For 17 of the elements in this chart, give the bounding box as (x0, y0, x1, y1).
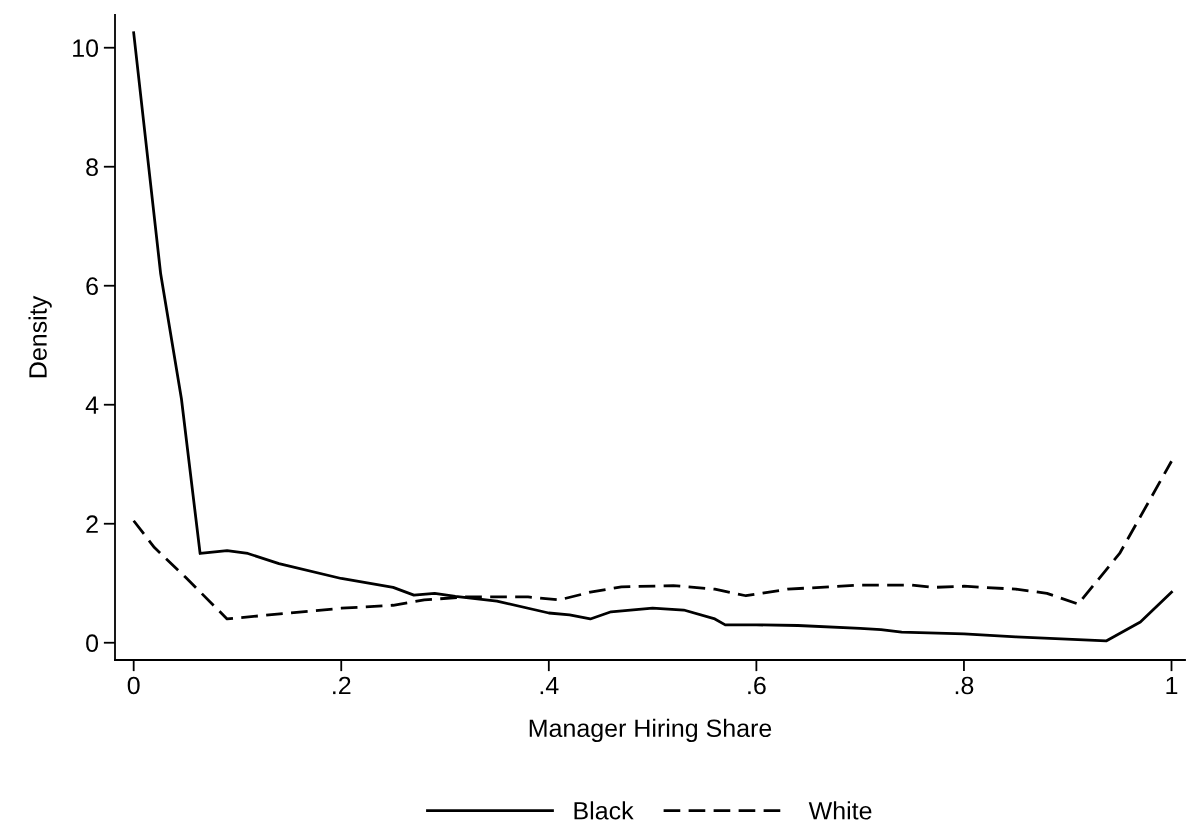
x-tick-label: 0 (127, 676, 140, 695)
x-tick-label: .6 (748, 676, 766, 695)
x-tick-label: 1 (1166, 676, 1178, 695)
y-tick-label: 4 (85, 396, 99, 414)
x-tick-label: .2 (333, 676, 351, 695)
y-tick-label: 6 (86, 277, 98, 296)
x-tick-label: .8 (955, 676, 974, 695)
line-series (132, 31, 1173, 643)
y-tick-label: 0 (86, 634, 99, 653)
x-tick-label: .4 (540, 676, 559, 695)
y-tick-label: 8 (86, 158, 98, 177)
y-tick-label: 10 (73, 39, 99, 58)
y-axis-title: Density (28, 295, 52, 378)
x-axis-title: Manager Hiring Share (529, 718, 772, 743)
legend-label: White (808, 801, 872, 820)
y-tick-label: 2 (86, 515, 98, 533)
legend-label: Black (574, 801, 634, 820)
